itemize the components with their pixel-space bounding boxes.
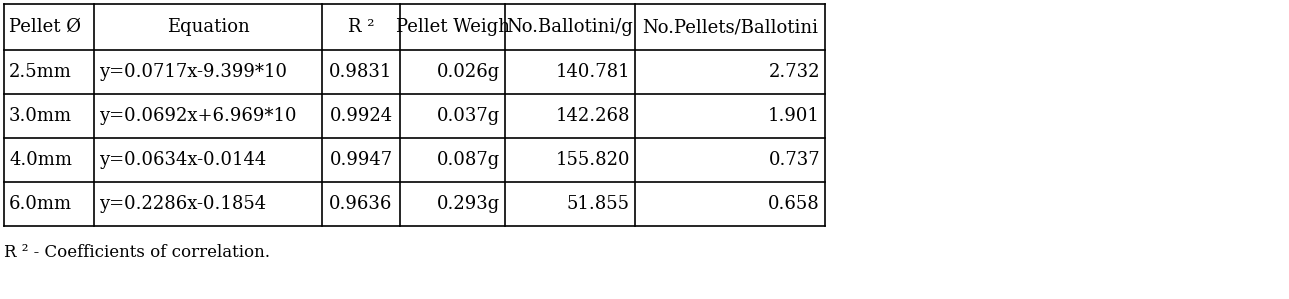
Text: y=0.0634x-0.0144: y=0.0634x-0.0144 bbox=[99, 151, 267, 169]
Text: No.Pellets/Ballotini: No.Pellets/Ballotini bbox=[642, 18, 819, 36]
Text: 0.9636: 0.9636 bbox=[329, 195, 393, 213]
Text: y=0.2286x-0.1854: y=0.2286x-0.1854 bbox=[99, 195, 266, 213]
Text: Pellet Weigh: Pellet Weigh bbox=[396, 18, 509, 36]
Text: 4.0mm: 4.0mm bbox=[9, 151, 72, 169]
Text: 1.901: 1.901 bbox=[768, 107, 820, 125]
Text: 51.855: 51.855 bbox=[567, 195, 630, 213]
Text: 0.9831: 0.9831 bbox=[329, 63, 393, 81]
Text: 140.781: 140.781 bbox=[556, 63, 630, 81]
Text: Pellet Ø: Pellet Ø bbox=[9, 18, 81, 36]
Text: 0.293g: 0.293g bbox=[437, 195, 500, 213]
Text: 0.026g: 0.026g bbox=[437, 63, 500, 81]
Text: 155.820: 155.820 bbox=[556, 151, 630, 169]
Text: 0.037g: 0.037g bbox=[437, 107, 500, 125]
Text: 3.0mm: 3.0mm bbox=[9, 107, 72, 125]
Text: 0.087g: 0.087g bbox=[437, 151, 500, 169]
Text: 0.658: 0.658 bbox=[768, 195, 820, 213]
Text: 0.9947: 0.9947 bbox=[330, 151, 393, 169]
Text: 2.732: 2.732 bbox=[768, 63, 820, 81]
Text: 142.268: 142.268 bbox=[556, 107, 630, 125]
Text: y=0.0717x-9.399*10: y=0.0717x-9.399*10 bbox=[99, 63, 287, 81]
Text: 6.0mm: 6.0mm bbox=[9, 195, 72, 213]
Text: R ²: R ² bbox=[348, 18, 374, 36]
Text: y=0.0692x+6.969*10: y=0.0692x+6.969*10 bbox=[99, 107, 296, 125]
Text: Equation: Equation bbox=[166, 18, 249, 36]
Text: 0.737: 0.737 bbox=[768, 151, 820, 169]
Text: R ² - Coefficients of correlation.: R ² - Coefficients of correlation. bbox=[4, 244, 269, 261]
Text: No.Ballotini/g: No.Ballotini/g bbox=[507, 18, 633, 36]
Text: 0.9924: 0.9924 bbox=[330, 107, 393, 125]
Text: 2.5mm: 2.5mm bbox=[9, 63, 72, 81]
